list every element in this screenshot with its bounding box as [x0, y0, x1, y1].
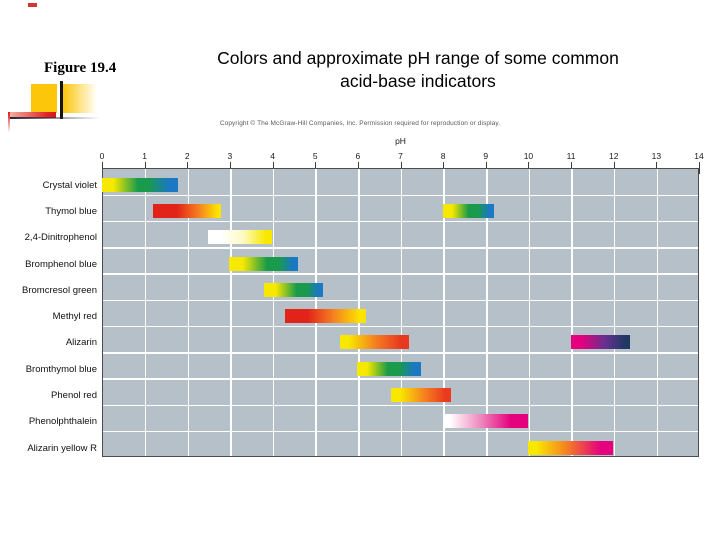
x-axis-title: pH	[395, 136, 406, 146]
horizontal-gridline	[103, 299, 698, 302]
slide-title-line2: acid-base indicators	[340, 71, 496, 91]
indicator-bar	[284, 309, 366, 324]
indicator-label: Bromthymol blue	[25, 363, 97, 375]
x-axis-tick-label: 2	[184, 151, 190, 161]
indicator-label: Phenol red	[51, 390, 97, 402]
plot-area	[101, 168, 699, 457]
vertical-gridline	[230, 169, 232, 456]
x-axis-tick-label: 7	[398, 151, 403, 161]
vertical-gridline	[528, 169, 531, 456]
decoration-vertical-line	[60, 81, 63, 119]
vertical-gridline	[656, 169, 659, 456]
horizontal-gridline	[103, 352, 698, 354]
x-axis-tick-label: 4	[270, 151, 275, 161]
x-axis-tick-label: 1	[142, 151, 147, 161]
x-axis-tick-label: 5	[312, 151, 318, 161]
horizontal-gridline	[103, 247, 698, 249]
x-axis-tick-label: 8	[440, 151, 446, 161]
indicator-label: Methyl red	[52, 311, 97, 323]
x-axis-tick-label: 3	[227, 151, 233, 161]
indicator-bar	[527, 440, 614, 455]
indicator-label: Crystal violet	[42, 179, 97, 191]
slide-title-line1: Colors and approximate pH range of some …	[217, 48, 619, 68]
indicator-bar	[442, 414, 528, 429]
x-axis-tick-label: 0	[99, 151, 105, 161]
x-axis-tick-label: 13	[651, 151, 662, 161]
indicator-label: Phenolphthalein	[28, 416, 97, 428]
x-axis-tick-label: 9	[483, 151, 489, 161]
copyright-notice: Copyright © The McGraw-Hill Companies, I…	[219, 120, 501, 127]
indicator-bar	[152, 204, 221, 219]
horizontal-gridline	[103, 430, 698, 433]
indicator-label: Bromphenol blue	[25, 258, 97, 270]
slide-accent-mark	[28, 3, 37, 7]
slide-title: Colors and approximate pH range of some …	[118, 47, 718, 93]
indicator-bar	[570, 335, 631, 350]
x-axis-tick-label: 12	[608, 151, 619, 161]
indicator-bar	[340, 335, 409, 350]
indicator-label: Alizarin	[65, 337, 97, 349]
indicator-label: Alizarin yellow R	[27, 442, 97, 454]
x-axis-tick-label: 14	[694, 151, 704, 161]
indicator-bar	[208, 230, 273, 245]
horizontal-gridline	[103, 220, 698, 223]
horizontal-gridline	[103, 404, 698, 407]
horizontal-gridline	[103, 378, 698, 380]
vertical-gridline	[187, 169, 190, 456]
indicator-bar	[391, 388, 452, 403]
vertical-gridline	[400, 169, 403, 456]
x-axis-tick-label: 6	[355, 151, 361, 161]
x-axis-tick-label: 11	[566, 151, 576, 161]
indicator-bar	[101, 177, 179, 192]
x-axis-tick-label: 10	[523, 151, 534, 161]
vertical-gridline	[486, 169, 488, 456]
indicator-label: Bromcresol green	[22, 284, 97, 296]
indicator-bar	[357, 361, 422, 376]
horizontal-gridline	[103, 325, 698, 328]
indicator-label: 2,4-Dinitrophenol	[24, 232, 97, 244]
vertical-gridline	[443, 169, 445, 456]
decoration-yellow-fade	[63, 84, 97, 113]
indicator-bar	[229, 256, 298, 271]
vertical-gridline	[272, 169, 275, 456]
vertical-gridline	[571, 169, 573, 456]
figure-label: Figure 19.4	[44, 60, 117, 76]
indicator-label: Thymol blue	[45, 206, 97, 218]
decoration-horizontal-line	[10, 117, 100, 119]
indicator-bar	[263, 282, 324, 297]
horizontal-gridline	[103, 273, 698, 275]
decoration-yellow-square	[31, 84, 57, 113]
decoration-red-vline	[8, 112, 10, 133]
horizontal-gridline	[103, 194, 698, 197]
indicator-bar	[442, 204, 494, 219]
vertical-gridline	[613, 169, 616, 456]
decoration-red-bar	[8, 112, 56, 118]
x-axis-tick-mark	[699, 162, 700, 174]
vertical-gridline	[144, 169, 147, 456]
